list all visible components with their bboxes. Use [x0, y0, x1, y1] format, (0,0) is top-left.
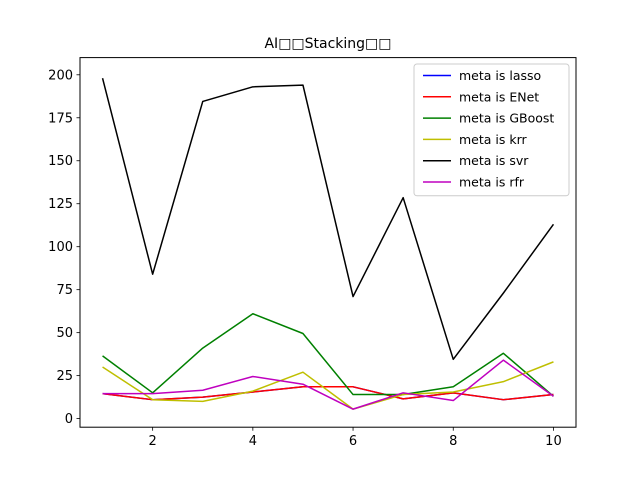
legend: meta is lasso meta is ENet meta is GBoost m…	[413, 63, 570, 197]
y-tick-label: 100	[48, 240, 73, 255]
series-lines	[101, 78, 555, 410]
y-tick-label: 0	[65, 412, 73, 427]
series-line-meta-is-enet	[102, 386, 554, 401]
x-tick-label: 4	[249, 434, 257, 449]
series-line-meta-is-rfr	[102, 359, 554, 410]
x-tick-label: 10	[545, 434, 562, 449]
series-line-meta-is-gboost	[102, 312, 554, 397]
x-tick-label: 6	[349, 434, 357, 449]
legend-entry: meta is lasso	[459, 68, 541, 83]
y-tick-label: 75	[56, 283, 73, 298]
x-tick-label: 8	[449, 434, 457, 449]
series-line-meta-is-krr	[102, 361, 554, 410]
series-line-meta-is-svr	[101, 78, 555, 361]
y-tick-label: 175	[48, 111, 73, 126]
legend-box	[413, 63, 570, 197]
legend-entry: meta is ENet	[459, 89, 539, 104]
y-tick-label: 50	[56, 326, 73, 341]
y-tick-label: 25	[56, 369, 73, 384]
y-tick-label: 200	[48, 68, 73, 83]
legend-entry: meta is rfr	[459, 175, 525, 190]
y-tick-label: 125	[48, 197, 73, 212]
legend-entry: meta is krr	[459, 132, 528, 147]
legend-entry: meta is svr	[459, 153, 529, 168]
plot-frame	[79, 57, 577, 428]
x-tick-label: 2	[149, 434, 157, 449]
chart-title: AI□□Stacking□□	[264, 36, 391, 52]
y-tick-label: 150	[48, 154, 73, 169]
legend-entry: meta is GBoost	[459, 111, 554, 126]
